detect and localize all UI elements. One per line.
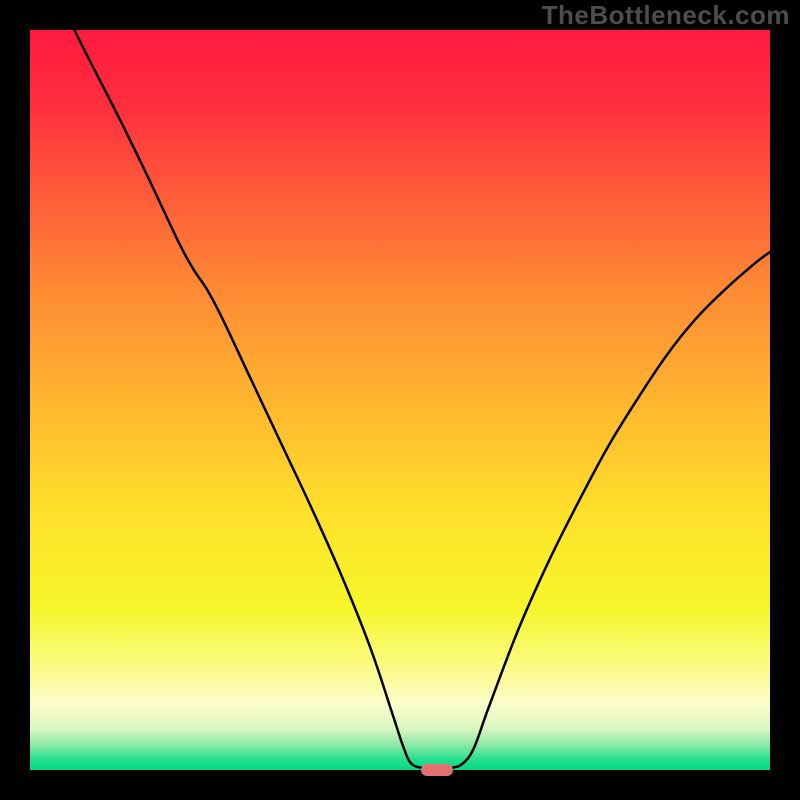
plot-svg	[30, 30, 770, 770]
gradient-background	[30, 30, 770, 770]
plot-area	[30, 30, 770, 770]
minimum-marker	[421, 764, 452, 776]
chart-stage: TheBottleneck.com	[0, 0, 800, 800]
watermark-text: TheBottleneck.com	[542, 0, 790, 31]
